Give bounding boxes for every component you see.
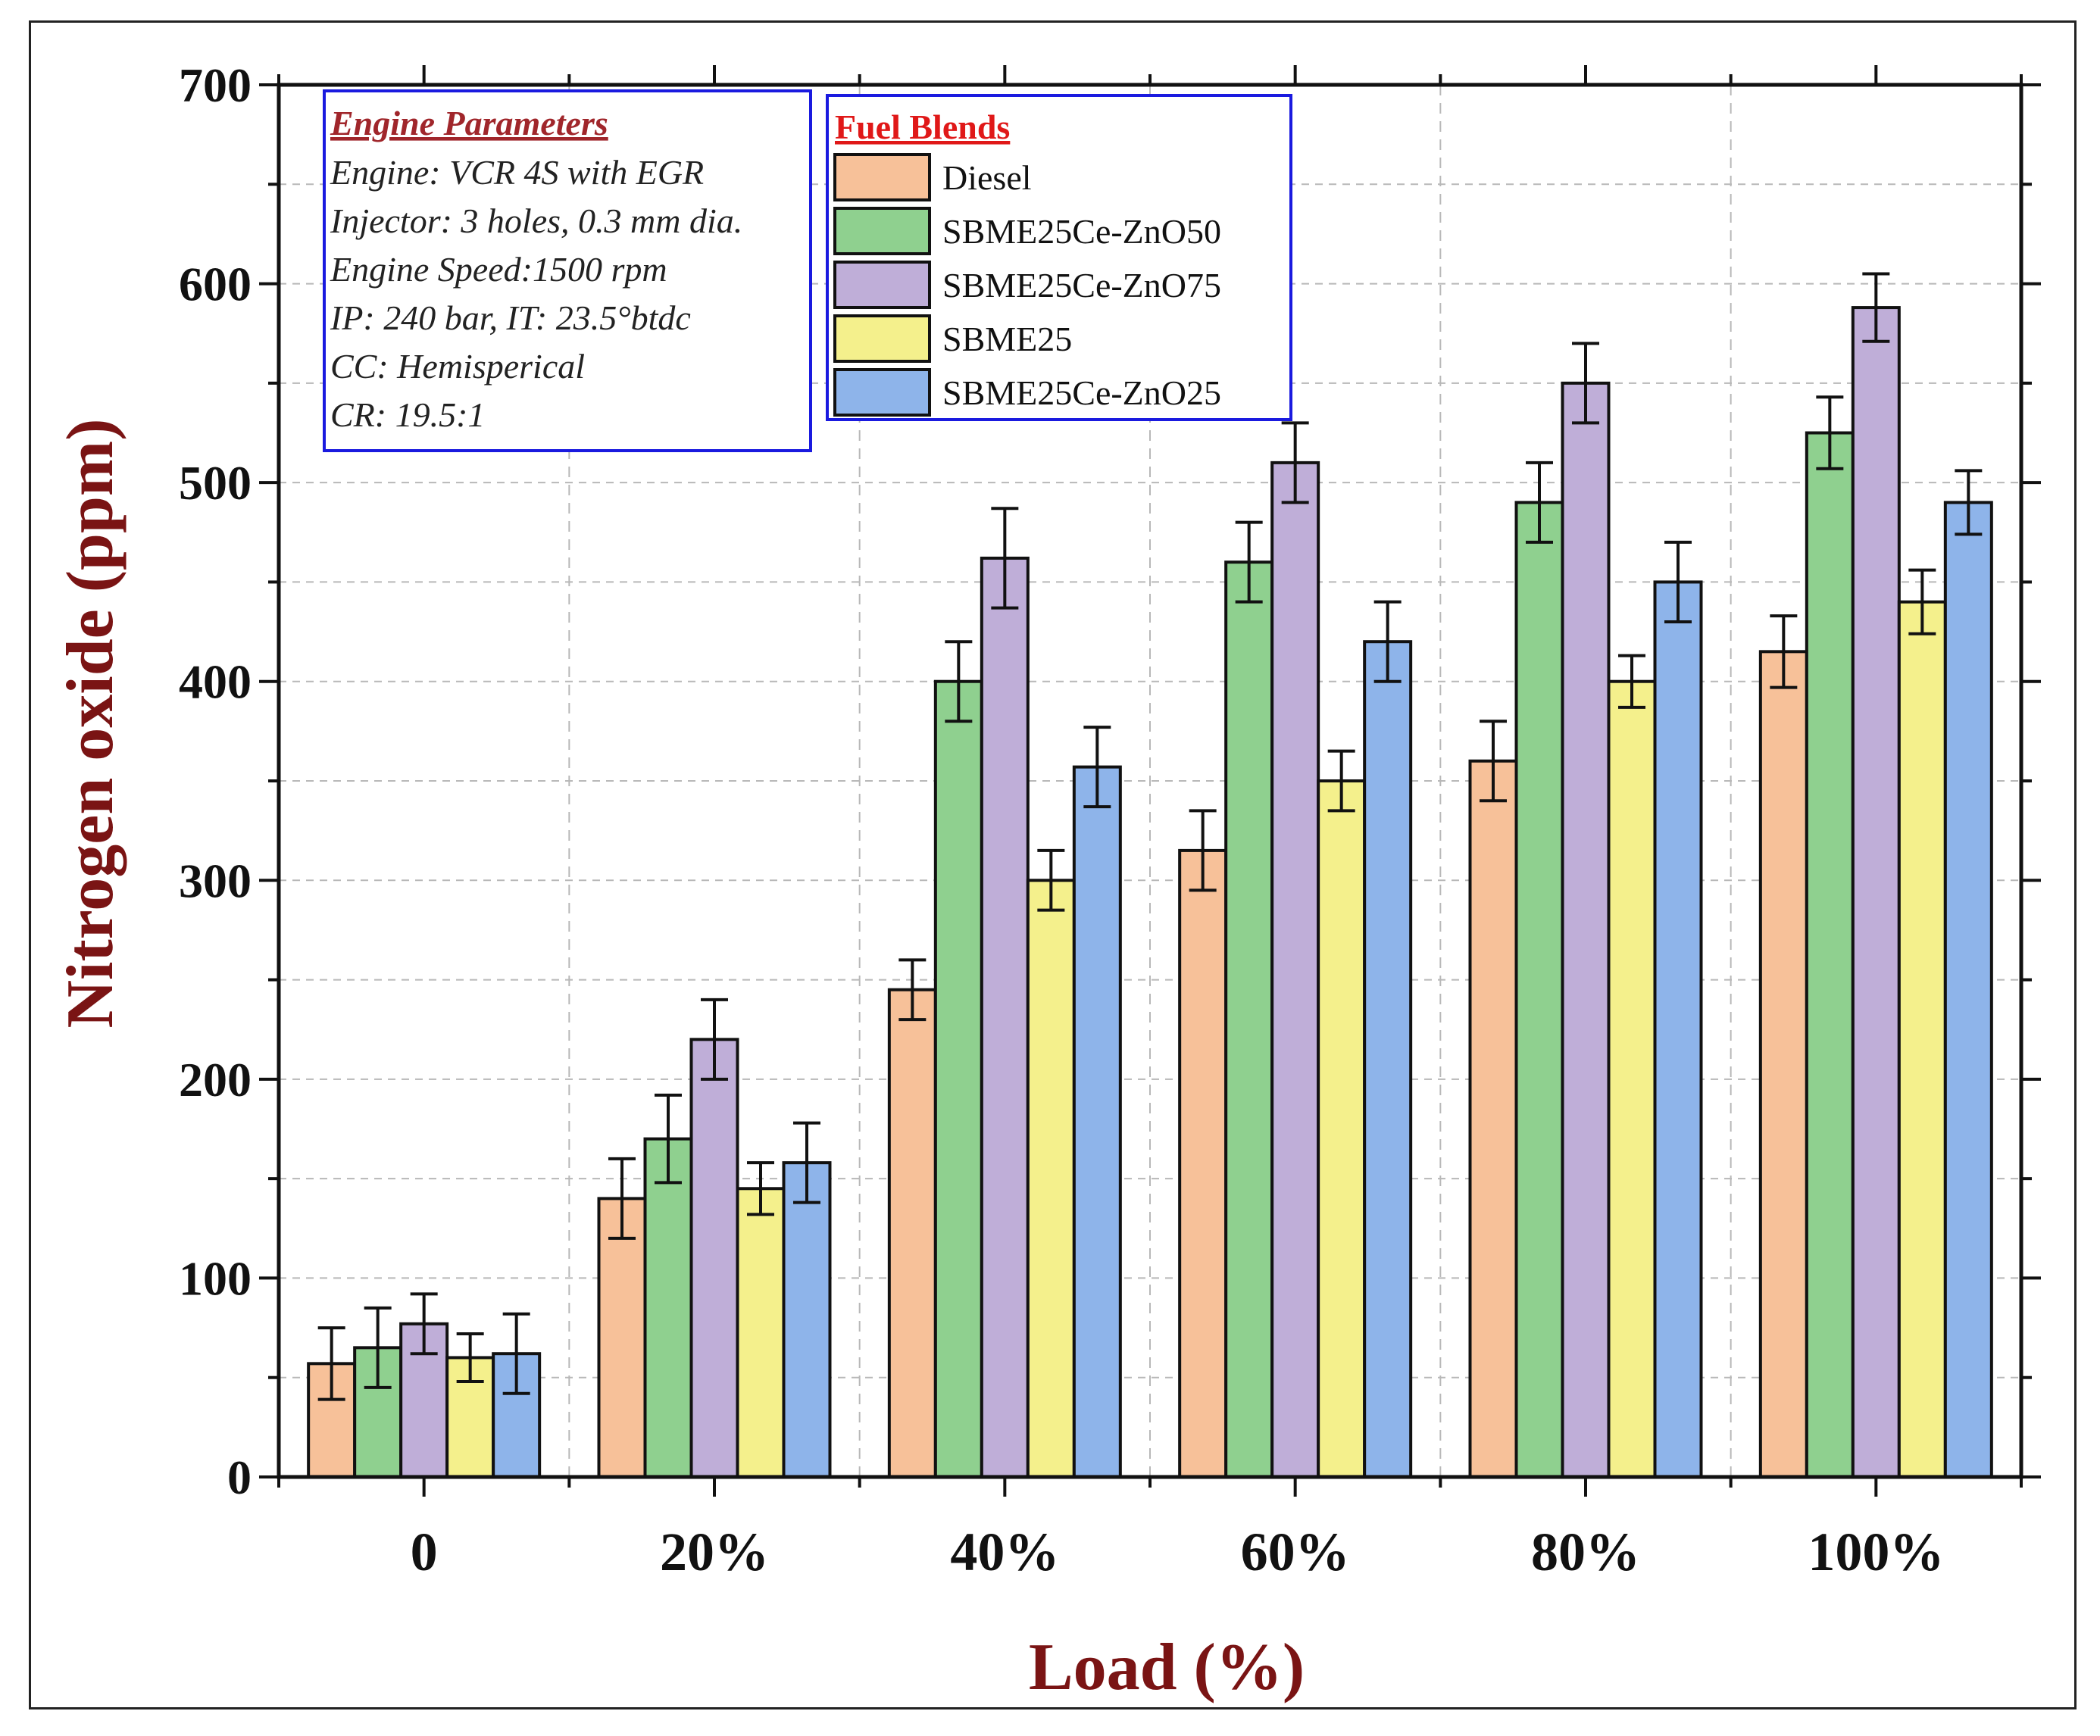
engine-parameters-title: Engine Parameters bbox=[330, 104, 608, 142]
bar bbox=[980, 556, 1030, 1478]
x-axis-title: Load (%) bbox=[1029, 1631, 1305, 1704]
legend-swatch bbox=[833, 207, 931, 255]
y-tick-label: 700 bbox=[179, 58, 252, 112]
y-tick-label: 0 bbox=[227, 1450, 252, 1504]
bar bbox=[1851, 306, 1901, 1479]
y-tick-label: 400 bbox=[179, 655, 252, 709]
bar bbox=[1468, 759, 1518, 1478]
legend-swatch bbox=[833, 368, 931, 417]
x-tick-label: 100% bbox=[1808, 1522, 1944, 1582]
x-tick-label: 40% bbox=[950, 1522, 1059, 1582]
bar bbox=[1897, 600, 1947, 1479]
bar bbox=[1224, 560, 1274, 1479]
legend-border bbox=[826, 94, 1292, 421]
bar bbox=[643, 1137, 693, 1478]
x-tick-label: 20% bbox=[660, 1522, 769, 1582]
bar bbox=[887, 988, 937, 1478]
engine-parameter-line: Injector: 3 holes, 0.3 mm dia. bbox=[330, 201, 742, 240]
bar bbox=[689, 1038, 739, 1479]
bar bbox=[597, 1197, 647, 1479]
y-tick-label: 500 bbox=[179, 456, 252, 510]
bar bbox=[1607, 679, 1657, 1479]
legend: Fuel Blends Diesel SBME25Ce-ZnO50 SBME25Ce… bbox=[826, 94, 1292, 421]
y-axis-title: Nitrogen oxide (ppm) bbox=[54, 418, 127, 1028]
bar bbox=[1270, 461, 1320, 1478]
y-tick-label: 200 bbox=[179, 1053, 252, 1107]
legend-title: Fuel Blends bbox=[835, 108, 1010, 146]
bar bbox=[1072, 765, 1122, 1478]
engine-parameter-line: Engine: VCR 4S with EGR bbox=[330, 153, 704, 192]
legend-label: Diesel bbox=[942, 158, 1032, 197]
y-tick-label: 100 bbox=[179, 1251, 252, 1305]
y-tick-label: 600 bbox=[179, 258, 252, 311]
axes bbox=[259, 65, 2041, 1497]
engine-parameters-box: Engine Parameters Engine: VCR 4S with EG… bbox=[323, 89, 812, 452]
legend-swatch bbox=[833, 153, 931, 201]
bar bbox=[1943, 501, 1993, 1478]
x-tick-label: 60% bbox=[1241, 1522, 1350, 1582]
engine-parameter-line: IP: 240 bar, IT: 23.5°btdc bbox=[330, 298, 691, 337]
legend-label: SBME25Ce-ZnO50 bbox=[942, 212, 1221, 251]
engine-parameter-line: CC: Hemisperical bbox=[330, 347, 585, 386]
bar bbox=[782, 1161, 832, 1478]
bar bbox=[1178, 848, 1228, 1478]
bar bbox=[1363, 640, 1413, 1479]
bar bbox=[736, 1187, 786, 1479]
engine-parameter-line: Engine Speed:1500 rpm bbox=[330, 250, 667, 289]
legend-swatch bbox=[833, 261, 931, 309]
bar bbox=[1514, 501, 1564, 1478]
y-tick-label: 300 bbox=[179, 854, 252, 907]
legend-label: SBME25Ce-ZnO75 bbox=[942, 266, 1221, 304]
bar bbox=[1758, 650, 1808, 1478]
x-tick-label: 80% bbox=[1531, 1522, 1640, 1582]
bars bbox=[307, 272, 1993, 1479]
x-tick-label: 0 bbox=[411, 1522, 438, 1582]
bar bbox=[1653, 580, 1703, 1478]
engine-parameters-border bbox=[323, 89, 812, 452]
legend-label: SBME25 bbox=[942, 320, 1072, 358]
legend-label: SBME25Ce-ZnO25 bbox=[942, 373, 1221, 412]
tick-labels: 0 100 200 300 400 500 600 700 0 20% 40% 60% 80% 100% bbox=[179, 58, 1944, 1582]
bar bbox=[933, 679, 983, 1479]
bar bbox=[1026, 879, 1076, 1479]
engine-parameter-line: CR: 19.5:1 bbox=[330, 395, 485, 434]
bar bbox=[1561, 381, 1611, 1478]
bar bbox=[1805, 431, 1855, 1478]
legend-swatch bbox=[833, 314, 931, 363]
bar bbox=[1317, 779, 1367, 1478]
